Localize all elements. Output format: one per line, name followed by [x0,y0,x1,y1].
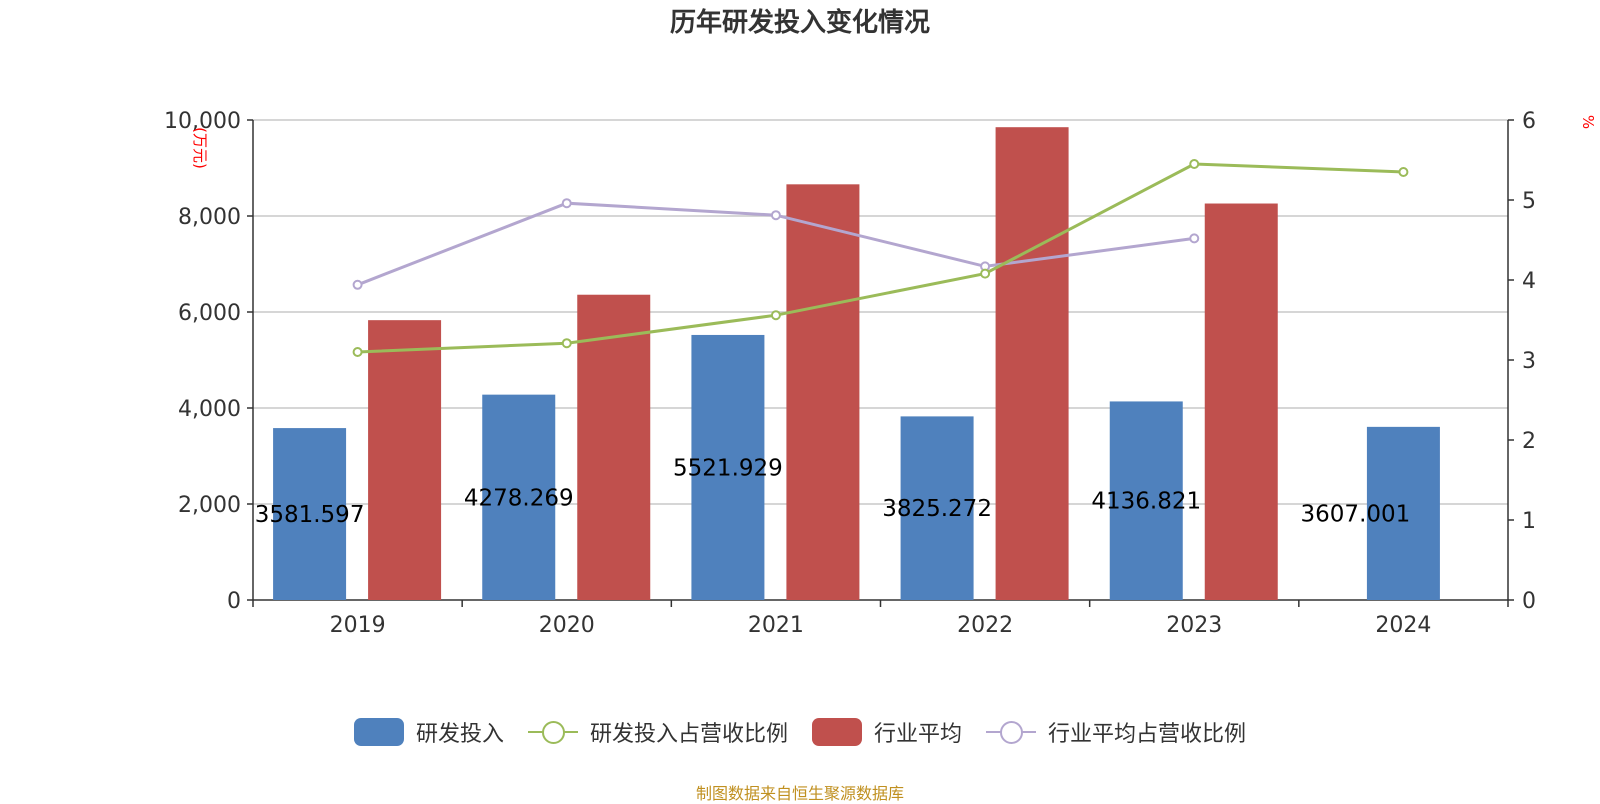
bar-industry [786,184,860,600]
legend-label-industry: 行业平均 [874,722,963,747]
y-right-unit: % [1579,115,1597,129]
legend-label-rd: 研发投入 [415,722,504,747]
legend-item-industry[interactable]: 行业平均 [812,716,962,748]
industry-ratio-point [770,210,781,221]
rd-ratio-point [770,310,781,321]
legend-swatch-rd [353,718,404,746]
y-right-tick-label: 6 [1522,109,1536,134]
bar-rd [1366,426,1440,600]
legend-item-industry-ratio[interactable]: 行业平均占营收比例 [986,716,1246,748]
bar-rd-data-label: 3825.272 [882,496,992,522]
x-tick-label: 2022 [957,613,1013,638]
industry-ratio-point [1189,233,1200,244]
legend-item-rd[interactable]: 研发投入 [353,716,504,748]
y-right-tick-label: 0 [1522,589,1536,614]
x-tick-label: 2019 [330,613,386,638]
y-right-tick-label: 5 [1522,189,1536,214]
rd-ratio-point [1189,159,1200,169]
bar-rd-data-label: 5521.929 [673,455,783,481]
bar-industry [577,294,651,600]
bar-rd-data-label: 3581.597 [255,502,365,528]
legend-swatch-rd-ratio [527,718,578,746]
y-left-tick-label: 10,000 [164,109,241,134]
legend: 研发投入 研发投入占营收比例 行业平均 行业平均占营收比例 [0,716,1600,748]
x-tick-label: 2021 [748,613,804,638]
data-source-note: 制图数据来自恒生聚源数据库 [695,784,904,803]
rd-ratio-point [1398,167,1409,177]
bar-industry [368,320,442,600]
rd-ratio-point [352,347,363,357]
bar-rd-data-label: 4278.269 [464,485,574,511]
bar-rd [273,428,347,600]
industry-ratio-point [352,279,363,290]
bar-industry [995,127,1069,600]
x-tick-label: 2024 [1375,613,1431,638]
legend-swatch-industry [812,718,862,746]
chart-title: 历年研发投入变化情况 [669,8,930,38]
y-left-unit: (万元) [191,127,209,169]
rd-ratio-line [357,162,1404,354]
bar-rd-data-label: 4136.821 [1091,489,1201,515]
y-right-tick-label: 3 [1522,349,1536,374]
bar-rd [900,416,974,600]
y-right-tick-label: 4 [1522,269,1536,294]
rd-ratio-point [980,268,991,279]
legend-swatch-industry-ratio [986,718,1037,746]
y-right-tick-label: 1 [1522,509,1536,534]
x-tick-label: 2020 [539,613,595,638]
bar-rd [691,334,765,600]
y-left-tick-label: 0 [227,589,241,614]
bar-rd [1109,401,1183,600]
y-left-tick-label: 6,000 [178,301,241,326]
y-left-tick-label: 4,000 [178,397,241,422]
y-left-tick-label: 8,000 [178,205,241,230]
rd-ratio-point [561,338,572,349]
legend-label-rd-ratio: 研发投入占营收比例 [589,722,788,747]
y-left-tick-label: 2,000 [178,493,241,518]
bar-rd [482,394,556,600]
bar-rd-data-label: 3607.001 [1301,501,1411,527]
industry-ratio-point [561,198,572,209]
x-tick-label: 2023 [1166,613,1222,638]
bar-industry [1204,203,1278,600]
legend-item-rd-ratio[interactable]: 研发投入占营收比例 [527,716,788,748]
y-right-tick-label: 2 [1522,429,1536,454]
legend-label-industry-ratio: 行业平均占营收比例 [1048,722,1247,747]
